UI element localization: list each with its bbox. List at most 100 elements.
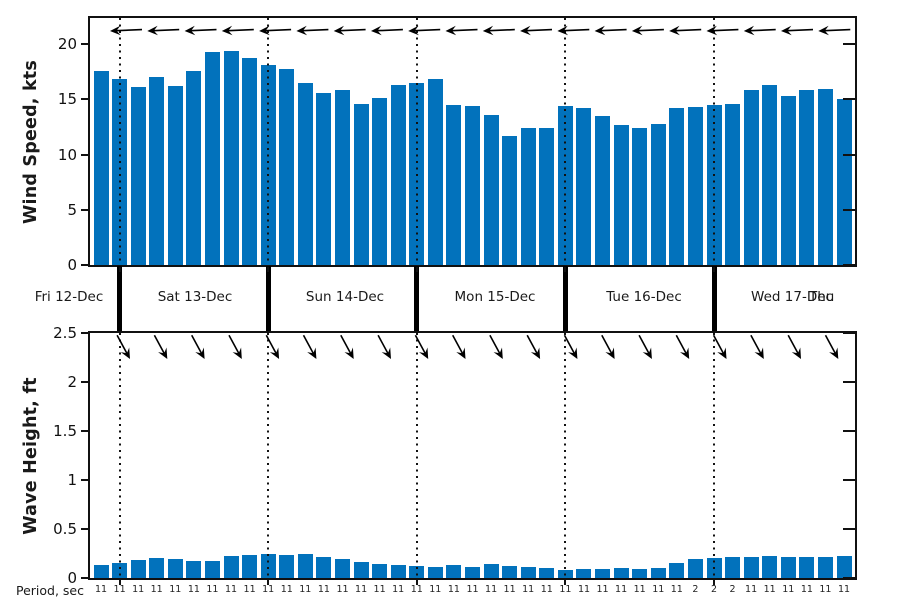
wind-bar	[632, 128, 648, 265]
day-label: Wed 17-Dec	[751, 289, 833, 305]
period-value: 11	[800, 584, 813, 595]
wave-bar	[595, 569, 610, 578]
wave-chart-frame	[88, 331, 857, 580]
wave-bar	[409, 566, 425, 578]
period-value: 11	[410, 584, 423, 595]
period-value: 11	[299, 584, 312, 595]
wave-bar	[520, 567, 536, 578]
wind-bar	[372, 98, 388, 265]
wave-bar	[502, 566, 518, 578]
wave-bar	[335, 559, 350, 578]
wind-bar	[799, 90, 815, 265]
period-value: 11	[652, 584, 665, 595]
wind-bar	[483, 114, 499, 265]
wave-bar	[632, 569, 648, 578]
wind-chart	[90, 18, 855, 265]
period-value: 11	[837, 584, 851, 595]
wave-bar	[167, 559, 183, 578]
wave-bar	[297, 553, 313, 578]
wind-bar	[279, 69, 295, 265]
wind-bar	[335, 90, 350, 265]
wave-bar	[372, 564, 388, 578]
wave-bar	[576, 569, 592, 578]
period-value: 11	[280, 584, 293, 595]
wave-bar	[743, 557, 759, 578]
day-divider-line	[265, 266, 271, 332]
wave-bar	[204, 561, 220, 578]
wind-bar	[576, 108, 592, 265]
wind-bar	[687, 107, 703, 265]
wind-bar	[595, 115, 610, 265]
period-value: 11	[670, 584, 683, 595]
wave-bar	[725, 557, 740, 578]
wind-bar	[650, 123, 666, 265]
wave-bar	[149, 558, 165, 578]
period-value: 11	[206, 584, 219, 595]
period-value: 11	[503, 584, 516, 595]
wind-bar	[223, 50, 239, 265]
period-value: 11	[429, 584, 442, 595]
period-value: 11	[485, 584, 498, 595]
period-value: 11	[615, 584, 628, 595]
wave-bar	[836, 556, 852, 578]
wave-bar	[669, 563, 685, 578]
wave-bar	[390, 565, 406, 578]
period-value: 11	[224, 584, 238, 595]
wave-chart	[90, 333, 855, 578]
period-value: 11	[466, 584, 479, 595]
period-value: 11	[540, 584, 553, 595]
period-value: 11	[243, 584, 256, 595]
wave-bar	[353, 562, 369, 578]
period-value: 2	[729, 584, 736, 595]
wind-bar	[743, 90, 759, 265]
wind-y-axis-title: Wind Speed, kts	[21, 60, 41, 224]
wave-bar	[780, 557, 796, 578]
wave-bar	[93, 565, 109, 578]
period-value: 11	[633, 584, 646, 595]
wave-bar	[539, 568, 555, 578]
wind-bar	[836, 99, 852, 265]
period-value: 11	[577, 584, 591, 595]
period-value: 2	[692, 584, 699, 595]
period-value: 11	[392, 584, 405, 595]
period-value: 11	[745, 584, 758, 595]
period-value: 2	[710, 584, 718, 595]
period-value: 11	[522, 584, 535, 595]
period-value: 11	[94, 584, 108, 595]
day-divider-line	[117, 266, 123, 332]
period-value: 11	[782, 584, 795, 595]
wind-bar	[112, 79, 128, 265]
wind-bar	[520, 128, 536, 265]
day-divider-line	[562, 266, 568, 332]
wind-bar	[817, 89, 833, 265]
wave-bar	[427, 567, 443, 578]
wave-bar	[316, 557, 332, 578]
wind-bar	[149, 77, 165, 265]
period-row: 11 11 11 11 11 11 11 11 11 11 11 11 11 11 11 11 11 11 11 11…	[0, 584, 900, 598]
wave-bar	[465, 567, 480, 578]
wind-bar	[539, 128, 555, 265]
wind-bar	[725, 103, 740, 265]
period-value: 11	[763, 584, 776, 595]
wind-bar	[427, 79, 443, 265]
wave-bar	[613, 568, 629, 578]
wave-bar	[223, 556, 239, 578]
period-value: 11	[262, 584, 275, 595]
wind-bar	[353, 103, 369, 265]
wind-bar	[557, 105, 573, 265]
wind-bar	[409, 82, 425, 265]
period-value: 11	[169, 584, 182, 595]
wave-y-axis-title: Wave Height, ft	[21, 377, 41, 535]
period-value: 11	[187, 584, 200, 595]
wind-bar	[669, 108, 685, 265]
day-label: Mon 15-Dec	[454, 289, 536, 305]
period-value: 11	[447, 584, 460, 595]
wind-bar	[167, 86, 183, 265]
date-band: Fri 12-Dec Sat 13-Dec Sun 14-Dec Mon 15-Dec…	[0, 266, 900, 332]
period-value: 11	[596, 584, 609, 595]
period-value: 11	[559, 584, 572, 595]
wave-bar	[446, 565, 462, 578]
wave-bar	[817, 557, 833, 578]
day-label-partial: Thu	[809, 289, 835, 305]
